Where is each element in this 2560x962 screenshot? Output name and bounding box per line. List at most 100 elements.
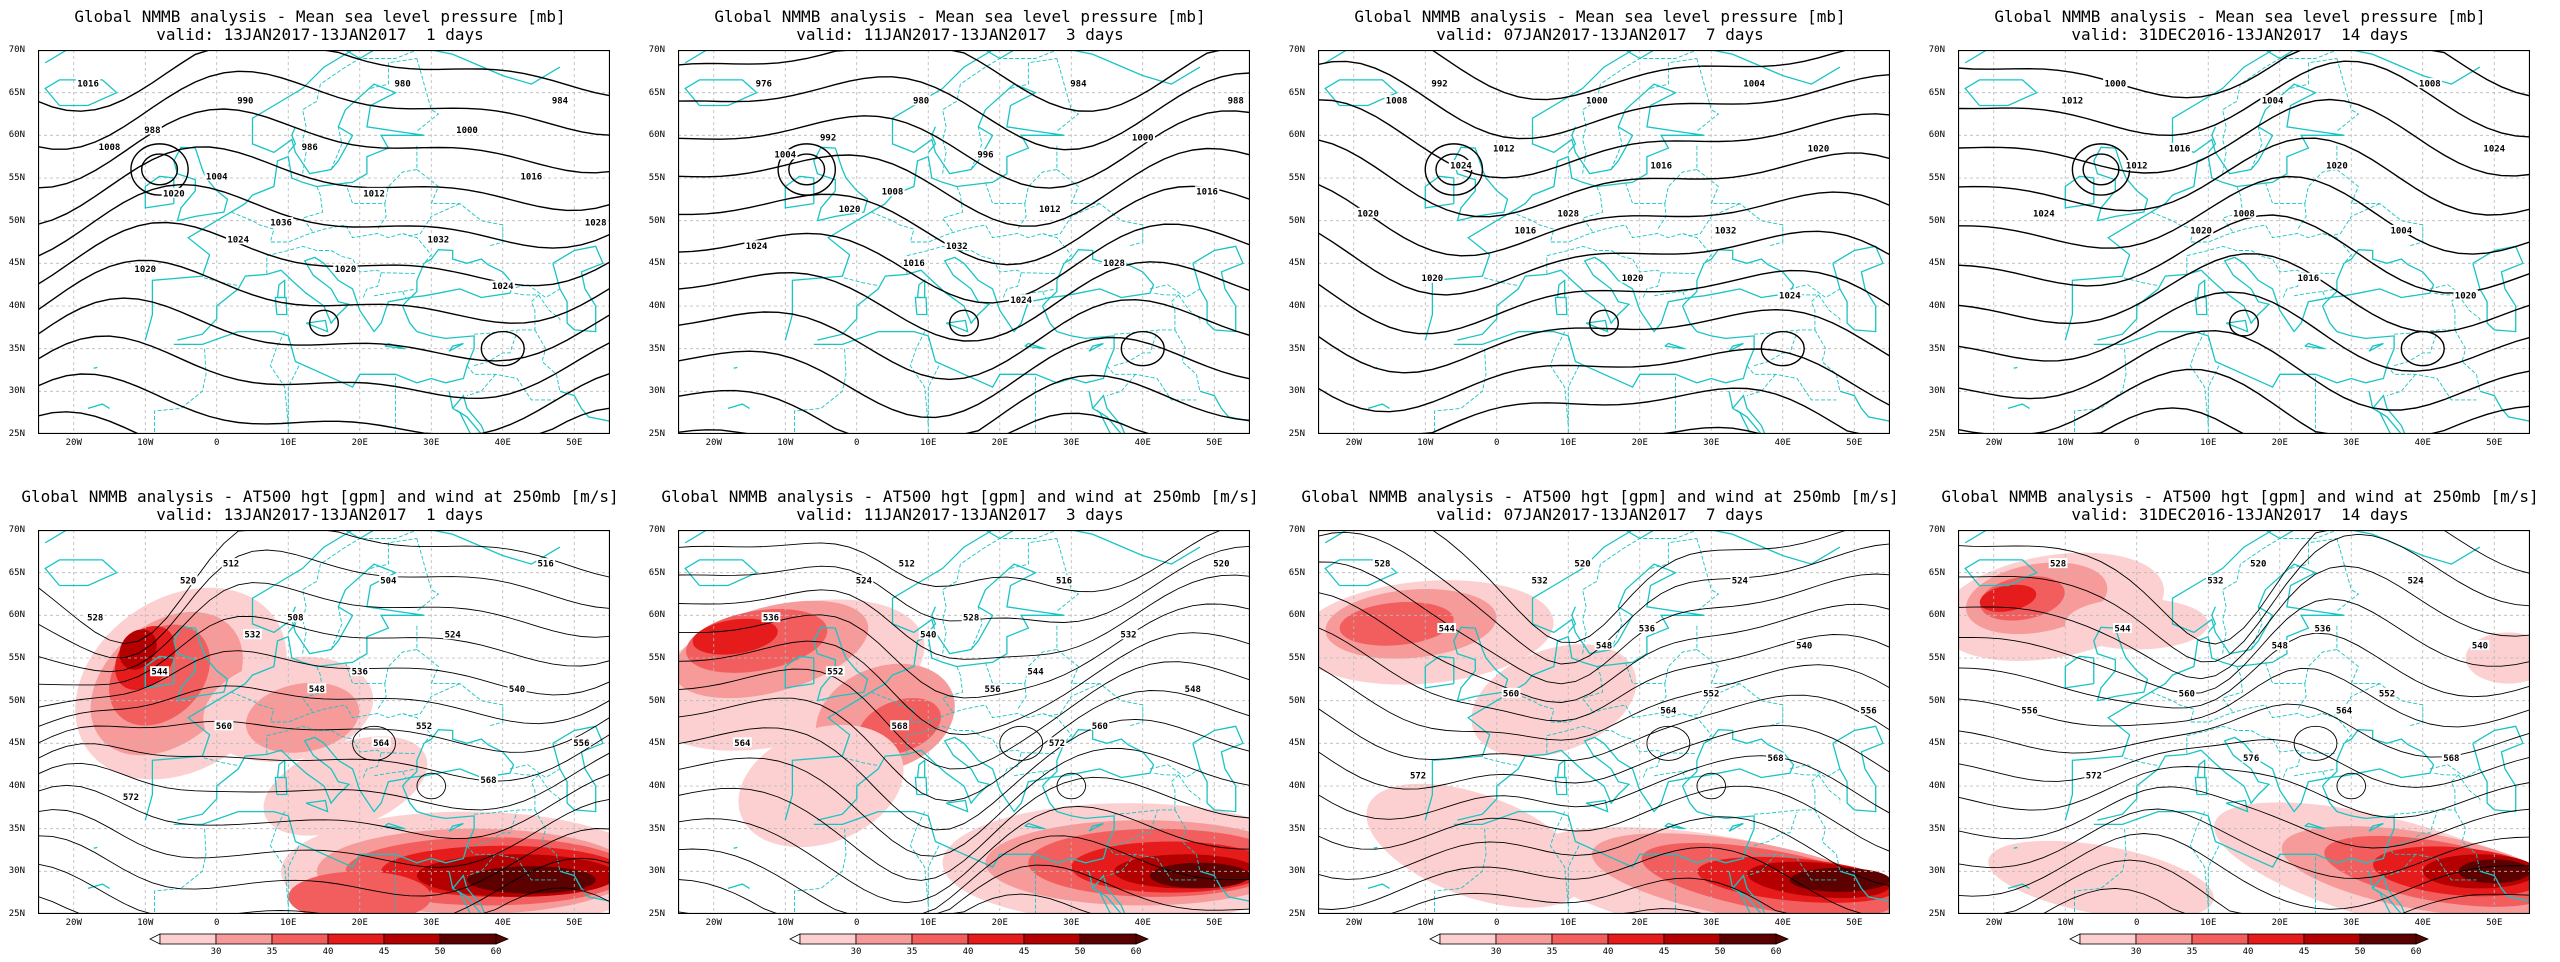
lon-tick-label: 0 [1494, 918, 1500, 928]
lat-tick-label: 55N [1288, 173, 1305, 183]
lat-tick-label: 65N [1928, 567, 1945, 578]
colorbar-tick-label: 60 [2410, 947, 2422, 957]
lon-tick-label: 40E [494, 438, 511, 448]
lon-tick-label: 50E [1846, 918, 1863, 928]
lon-tick-label: 20E [351, 438, 368, 448]
lat-tick-label: 65N [648, 567, 665, 578]
lat-tick-label: 45N [8, 738, 25, 749]
colorbar-tick-label: 50 [1074, 947, 1086, 957]
lat-tick-label: 25N [8, 909, 25, 919]
contour-label: 1004 [1743, 80, 1765, 90]
lat-tick-label: 40N [8, 781, 25, 791]
lon-tick-label: 10W [1417, 438, 1434, 448]
lat-tick-label: 30N [8, 386, 25, 397]
contour-label: 544 [2114, 624, 2131, 634]
colorbar-tick-label: 40 [962, 947, 974, 957]
contour-label: 1020 [1622, 274, 1644, 284]
lon-tick-label: 40E [1134, 438, 1151, 448]
colorbar-tick-label: 35 [1546, 947, 1558, 957]
contour-label: 536 [1639, 624, 1655, 634]
contour-label: 560 [2179, 689, 2195, 699]
colorbar-swatch [271, 933, 329, 945]
wind-shading [1988, 840, 2214, 914]
lon-tick-label: 20E [2271, 918, 2288, 928]
lon-tick-label: 20E [1631, 918, 1648, 928]
contour-label: 1024 [1010, 296, 1032, 306]
lon-tick-label: 50E [1206, 438, 1223, 448]
colorbar-swatch [2191, 933, 2249, 945]
lat-tick-label: 45N [648, 258, 665, 269]
contour-label: 536 [763, 614, 779, 624]
contour-label: 532 [1120, 631, 1136, 641]
lon-tick-label: 50E [2486, 918, 2503, 928]
lat-tick-label: 25N [648, 429, 665, 439]
contour-label: 1020 [839, 205, 861, 215]
contour-label: 1008 [99, 143, 121, 153]
colorbar-swatch [1439, 933, 1497, 945]
contour-label: 524 [1732, 577, 1749, 587]
contour-label: 1016 [1515, 226, 1537, 236]
colorbar-tick-label: 45 [378, 947, 390, 957]
panel-title: Global NMMB analysis - Mean sea level pr… [714, 7, 1206, 26]
lat-tick-label: 55N [1928, 653, 1945, 663]
lon-tick-label: 10E [1560, 438, 1577, 448]
contour-label: 524 [2407, 577, 2424, 587]
contour-label: 572 [123, 793, 139, 803]
contour-label: 528 [87, 614, 103, 624]
lon-tick-label: 40E [1774, 438, 1791, 448]
contour-label: 568 [480, 776, 496, 786]
contour-label: 992 [820, 134, 836, 144]
mslp-panel-14d: Global NMMB analysis - Mean sea level pr… [1920, 0, 2560, 480]
contour-label: 1016 [2298, 274, 2320, 284]
colorbar-swatch [159, 933, 217, 945]
lon-tick-label: 10W [137, 918, 154, 928]
lon-tick-label: 20E [1631, 438, 1648, 448]
lat-tick-label: 60N [1928, 130, 1945, 141]
contour-label: 1032 [1715, 226, 1737, 236]
lat-tick-label: 60N [1288, 130, 1305, 141]
lon-tick-label: 40E [2414, 918, 2431, 928]
lon-tick-label: 0 [214, 918, 220, 928]
lon-tick-label: 10E [280, 918, 297, 928]
map-area: 976 980 984 988 992 996 1000 1004 1008 1012 1016 10… [678, 50, 1250, 434]
contour-label: 1020 [335, 265, 357, 275]
contour-label: 1020 [1808, 144, 1830, 154]
lat-tick-label: 25N [1288, 909, 1305, 919]
lat-tick-label: 65N [1288, 567, 1305, 578]
contour-label: 1008 [2233, 209, 2255, 219]
contour-label: 552 [1703, 689, 1719, 699]
lat-tick-label: 30N [648, 386, 665, 397]
contour-label: 524 [856, 577, 873, 587]
lon-tick-label: 10W [1417, 918, 1434, 928]
lat-tick-label: 50N [1928, 695, 1945, 706]
contour-label: 1024 [746, 242, 768, 252]
lat-tick-label: 65N [1288, 87, 1305, 98]
lat-tick-label: 70N [648, 45, 665, 55]
contour-label: 512 [899, 560, 915, 570]
contour-label: 980 [913, 97, 929, 107]
lon-tick-label: 10W [2057, 918, 2074, 928]
contour-label: 1016 [1196, 188, 1218, 198]
contour-label: 560 [216, 722, 232, 732]
z500-panel-14d: Global NMMB analysis - AT500 hgt [gpm] a… [1920, 480, 2560, 960]
lat-tick-label: 70N [8, 525, 25, 535]
contour-label: 1020 [2190, 226, 2212, 236]
contour-label: 552 [2379, 689, 2395, 699]
lon-tick-label: 0 [1494, 438, 1500, 448]
contour-label: 560 [1092, 722, 1108, 732]
lat-tick-label: 35N [648, 343, 665, 354]
lat-tick-label: 40N [1288, 781, 1305, 791]
contour-label: 508 [287, 614, 303, 624]
contour-label: 986 [302, 143, 318, 153]
contour-label: 548 [2272, 642, 2288, 652]
contour-label: 540 [2472, 642, 2488, 652]
contour-label: 1024 [2483, 144, 2505, 154]
contour-label: 520 [180, 577, 196, 587]
lat-tick-label: 55N [8, 173, 25, 183]
lon-tick-label: 0 [2134, 918, 2140, 928]
colorbar-swatch [1663, 933, 1721, 945]
lon-tick-label: 10W [777, 918, 794, 928]
contour-label: 556 [573, 739, 589, 749]
lon-tick-label: 30E [1703, 438, 1720, 448]
lat-tick-label: 25N [1928, 429, 1945, 439]
